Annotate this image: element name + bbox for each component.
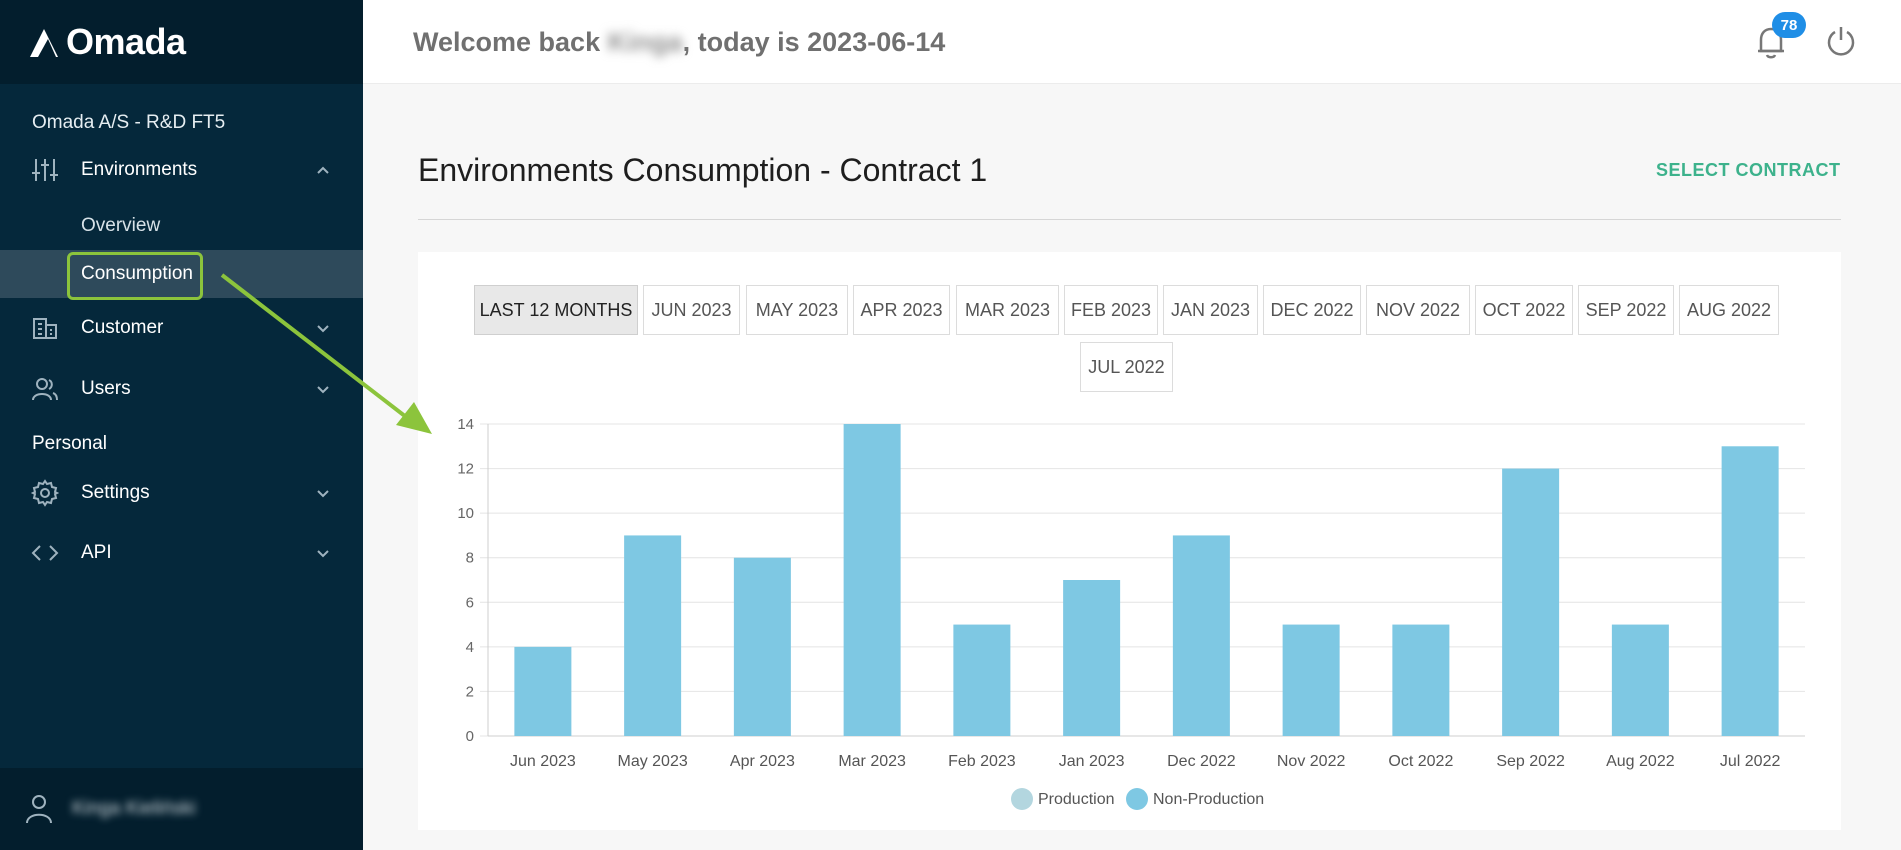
sidebar-item-customer[interactable]: Customer [0, 304, 363, 352]
y-tick-label: 8 [466, 550, 474, 567]
sidebar-item-users[interactable]: Users [0, 365, 363, 413]
x-tick-label: Dec 2022 [1167, 753, 1236, 770]
tab-apr-2023[interactable]: APR 2023 [853, 285, 950, 335]
bar [843, 424, 901, 736]
consumption-bar-chart: 0 2 4 6 8 10 12 14 Jun 2023 May 2023 Apr 2023 Mar 2… [457, 416, 1805, 810]
y-tick-label: 0 [466, 728, 474, 745]
sidebar-item-label: Overview [81, 215, 161, 236]
y-tick-label: 10 [457, 505, 474, 522]
organization-name: Omada A/S - R&D FT5 [32, 112, 226, 133]
x-tick-label: Jul 2022 [1720, 753, 1781, 770]
x-tick-label: Jan 2023 [1059, 753, 1125, 770]
bar [1392, 624, 1450, 736]
building-icon [30, 313, 60, 343]
code-icon [30, 538, 60, 568]
x-tick-label: Nov 2022 [1277, 753, 1346, 770]
bell-icon[interactable] [1755, 24, 1787, 60]
chevron-up-icon[interactable] [313, 160, 333, 180]
sidebar-item-label: Consumption [81, 263, 193, 284]
welcome-prefix: Welcome back [413, 27, 608, 57]
chevron-down-icon[interactable] [313, 483, 333, 503]
legend-label: Production [1038, 791, 1115, 808]
x-tick-label: Sep 2022 [1496, 753, 1565, 770]
x-tick-label: Aug 2022 [1606, 753, 1675, 770]
notification-badge: 78 [1772, 12, 1806, 38]
tab-mar-2023[interactable]: MAR 2023 [956, 285, 1059, 335]
select-contract-button[interactable]: SELECT CONTRACT [1656, 160, 1841, 180]
sidebar-item-environments[interactable]: Environments [0, 146, 363, 194]
bar [1502, 468, 1560, 736]
bar [1282, 624, 1340, 736]
users-icon [30, 374, 60, 404]
bar [1721, 446, 1779, 736]
gear-icon [30, 478, 60, 508]
chevron-down-icon[interactable] [313, 318, 333, 338]
sidebar-item-label: Settings [81, 482, 150, 503]
sidebar-item-label: Customer [81, 317, 164, 338]
y-tick-label: 4 [466, 639, 474, 656]
legend-label: Non-Production [1153, 791, 1264, 808]
tab-jul-2022[interactable]: JUL 2022 [1080, 342, 1173, 392]
sidebar-item-overview[interactable]: Overview [0, 202, 363, 250]
bar [514, 646, 572, 736]
x-tick-label: Oct 2022 [1388, 753, 1453, 770]
chevron-down-icon[interactable] [313, 379, 333, 399]
user-icon [26, 795, 52, 824]
sidebar-item-label: Users [81, 378, 131, 399]
sidebar-item-api[interactable]: API [0, 529, 363, 577]
x-tick-label: Feb 2023 [948, 753, 1016, 770]
legend-swatch [1011, 788, 1033, 810]
bar [1063, 580, 1121, 736]
y-tick-label: 12 [457, 461, 474, 478]
x-tick-label: May 2023 [617, 753, 687, 770]
x-tick-label: Apr 2023 [730, 753, 795, 770]
x-tick-label: Mar 2023 [838, 753, 906, 770]
tab-nov-2022[interactable]: NOV 2022 [1366, 285, 1470, 335]
sidebar-item-label: API [81, 542, 112, 563]
tab-may-2023[interactable]: MAY 2023 [746, 285, 848, 335]
chevron-down-icon[interactable] [313, 543, 333, 563]
x-tick-label: Jun 2023 [510, 753, 576, 770]
y-tick-label: 6 [466, 594, 474, 611]
user-profile[interactable]: Kinga Kieliński [0, 768, 363, 850]
tab-last-12-months[interactable]: LAST 12 MONTHS [474, 285, 638, 335]
sidebar-item-settings[interactable]: Settings [0, 469, 363, 517]
bar [953, 624, 1011, 736]
logo[interactable]: Omada [0, 0, 363, 84]
brand-name: Omada [66, 21, 186, 62]
tab-oct-2022[interactable]: OCT 2022 [1475, 285, 1573, 335]
omada-logo-icon [30, 29, 58, 57]
sidebar-item-consumption[interactable]: Consumption [0, 250, 363, 298]
top-header: Welcome back Kinga, today is 2023-06-14 … [363, 0, 1901, 84]
tab-dec-2022[interactable]: DEC 2022 [1263, 285, 1361, 335]
tab-sep-2022[interactable]: SEP 2022 [1578, 285, 1674, 335]
bar [1172, 535, 1230, 736]
bar [624, 535, 682, 736]
bar [1611, 624, 1669, 736]
welcome-user-name: Kinga [607, 27, 683, 57]
user-name: Kinga Kieliński [72, 798, 196, 819]
legend-swatch [1126, 788, 1148, 810]
section-personal: Personal [32, 433, 107, 454]
sliders-icon [30, 155, 60, 185]
bar [733, 557, 791, 736]
power-icon[interactable] [1825, 24, 1857, 58]
tab-feb-2023[interactable]: FEB 2023 [1064, 285, 1158, 335]
welcome-suffix: , today is 2023-06-14 [682, 27, 946, 57]
sidebar-item-label: Environments [81, 159, 198, 180]
y-tick-label: 2 [466, 683, 474, 700]
sidebar: Omada Omada A/S - R&D FT5 Environments O… [0, 0, 363, 850]
divider [418, 219, 1841, 220]
welcome-message: Welcome back Kinga, today is 2023-06-14 [413, 27, 945, 58]
tab-aug-2022[interactable]: AUG 2022 [1679, 285, 1779, 335]
y-tick-label: 14 [457, 416, 474, 433]
tab-jun-2023[interactable]: JUN 2023 [643, 285, 740, 335]
tab-jan-2023[interactable]: JAN 2023 [1163, 285, 1258, 335]
page-title: Environments Consumption - Contract 1 [418, 152, 988, 188]
